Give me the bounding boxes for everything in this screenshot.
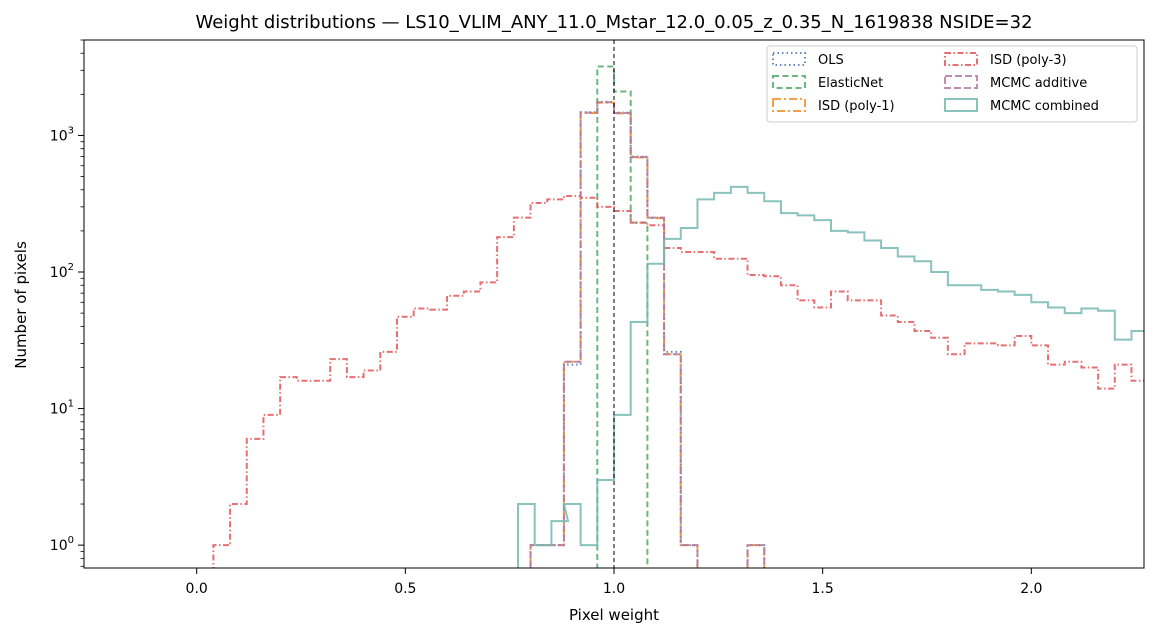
axes: 0.0 0.5 1.0 1.5 2.0 100 101 102 103 [50,39,1145,597]
y-tick-label: 101 [50,399,74,418]
legend-swatch [944,75,978,89]
y-axis-label: Number of pixels [12,241,30,369]
legend-label: ElasticNet [818,76,883,91]
legend-box [766,45,1138,123]
legend-swatch [772,52,806,66]
legend-swatch [772,98,806,112]
legend-label: MCMC additive [990,76,1087,91]
x-axis-label: Pixel weight [569,606,659,624]
series-mcmc-additive [529,101,766,568]
legend-label: ISD (poly-1) [818,99,895,114]
y-tick-label: 102 [50,262,74,281]
legend-label: ISD (poly-3) [990,53,1067,68]
x-tick-label: 1.5 [812,581,834,597]
plot-area [212,40,1144,568]
x-tick-label: 2.0 [1020,581,1042,597]
x-tick-label: 0.5 [394,581,416,597]
legend-swatch [772,75,806,89]
x-tick-label: 1.0 [603,581,625,597]
y-tick-label: 103 [50,125,74,144]
series-isd-poly-3 [212,195,1144,568]
series-mcmc-combined [517,185,1144,568]
legend-label: MCMC combined [990,99,1099,114]
legend-swatch [944,52,978,66]
y-tick-label: 100 [50,535,74,554]
x-tick-label: 0.0 [186,581,208,597]
legend-swatch [944,98,978,112]
legend-label: OLS [818,53,844,68]
legend: OLS ElasticNet ISD (poly-1) ISD (poly-3) MCM… [766,45,1138,123]
chart-title: Weight distributions — LS10_VLIM_ANY_11.… [195,12,1032,33]
